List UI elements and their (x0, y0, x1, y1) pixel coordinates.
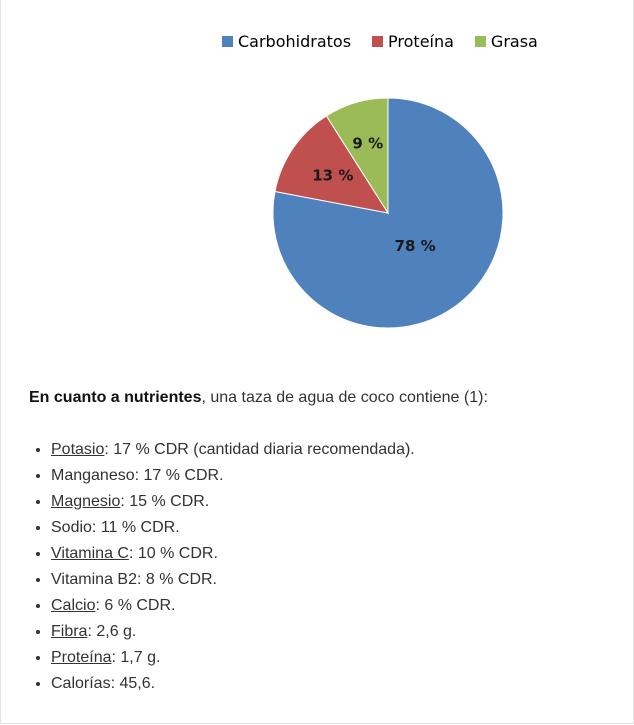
nutrient-value: : 10 % CDR. (128, 545, 218, 562)
nutrient-item: Calorías: 45,6. (51, 673, 415, 699)
nutrient-link[interactable]: Potasio (51, 441, 105, 458)
nutrients-intro-text: , una taza de agua de coco contiene (1): (201, 389, 488, 406)
nutrient-value: : 1,7 g. (111, 649, 161, 666)
nutrient-name: Sodio (51, 519, 92, 536)
nutrient-name: Calorías (51, 675, 111, 692)
nutrient-item: Potasio: 17 % CDR (cantidad diaria recom… (51, 439, 415, 465)
nutrient-name: Manganeso (51, 467, 135, 484)
macronutrient-pie-chart: Carbohidratos Proteína Grasa 78 % 13 % 9 % (0, 0, 634, 360)
nutrient-item: Proteína: 1,7 g. (51, 647, 415, 673)
nutrients-intro-bold: En cuanto a nutrientes (29, 389, 202, 406)
nutrient-item: Manganeso: 17 % CDR. (51, 465, 415, 491)
nutrient-value: : 2,6 g. (87, 623, 137, 640)
nutrient-link[interactable]: Fibra (51, 623, 88, 640)
nutrient-value: : 45,6. (110, 675, 156, 692)
nutrient-link[interactable]: Magnesio (51, 493, 121, 510)
nutrient-value: : 8 % CDR. (136, 571, 217, 588)
legend-swatch-grasa (474, 36, 486, 47)
legend-swatch-carbohidratos (222, 36, 233, 47)
legend-item-proteina: Proteína (372, 32, 454, 51)
chart-legend: Carbohidratos Proteína Grasa (222, 32, 538, 51)
pie-label-grasa: 9 % (352, 134, 383, 152)
legend-label-carbohidratos: Carbohidratos (238, 32, 352, 51)
nutrient-value: : 11 % CDR. (91, 519, 180, 536)
nutrient-value: : 17 % CDR (cantidad diaria recomendada)… (104, 441, 415, 458)
nutrients-intro: En cuanto a nutrientes, una taza de agua… (29, 389, 488, 407)
pie-slice-proteina (274, 115, 390, 214)
nutrient-item: Vitamina B2: 8 % CDR. (51, 569, 415, 595)
pie-label-carbohidratos: 78 % (395, 237, 436, 255)
legend-label-proteina: Proteína (388, 32, 454, 51)
nutrient-value: : 15 % CDR. (120, 493, 210, 510)
nutrient-name: Vitamina B2 (51, 571, 137, 588)
pie-label-proteina: 13 % (312, 167, 353, 185)
nutrient-link[interactable]: Proteína (51, 649, 112, 666)
nutrient-link[interactable]: Calcio (51, 597, 96, 614)
legend-item-carbohidratos: Carbohidratos (222, 32, 351, 51)
legend-swatch-proteina (372, 36, 384, 47)
nutrient-value: : 6 % CDR. (95, 597, 176, 614)
legend-item-grasa: Grasa (474, 32, 538, 51)
nutrient-item: Vitamina C: 10 % CDR. (51, 543, 415, 569)
nutrient-value: : 17 % CDR. (134, 467, 224, 484)
nutrient-item: Fibra: 2,6 g. (51, 621, 415, 647)
nutrient-list: Potasio: 17 % CDR (cantidad diaria recom… (29, 439, 415, 699)
legend-label-grasa: Grasa (490, 32, 538, 51)
pie-svg: 78 % 13 % 9 % (272, 97, 504, 329)
nutrient-link[interactable]: Vitamina C (51, 545, 129, 562)
nutrient-item: Calcio: 6 % CDR. (51, 595, 415, 621)
nutrient-item: Magnesio: 15 % CDR. (51, 491, 415, 517)
pie-slice-grasa (325, 97, 389, 215)
nutrient-item: Sodio: 11 % CDR. (51, 517, 415, 543)
